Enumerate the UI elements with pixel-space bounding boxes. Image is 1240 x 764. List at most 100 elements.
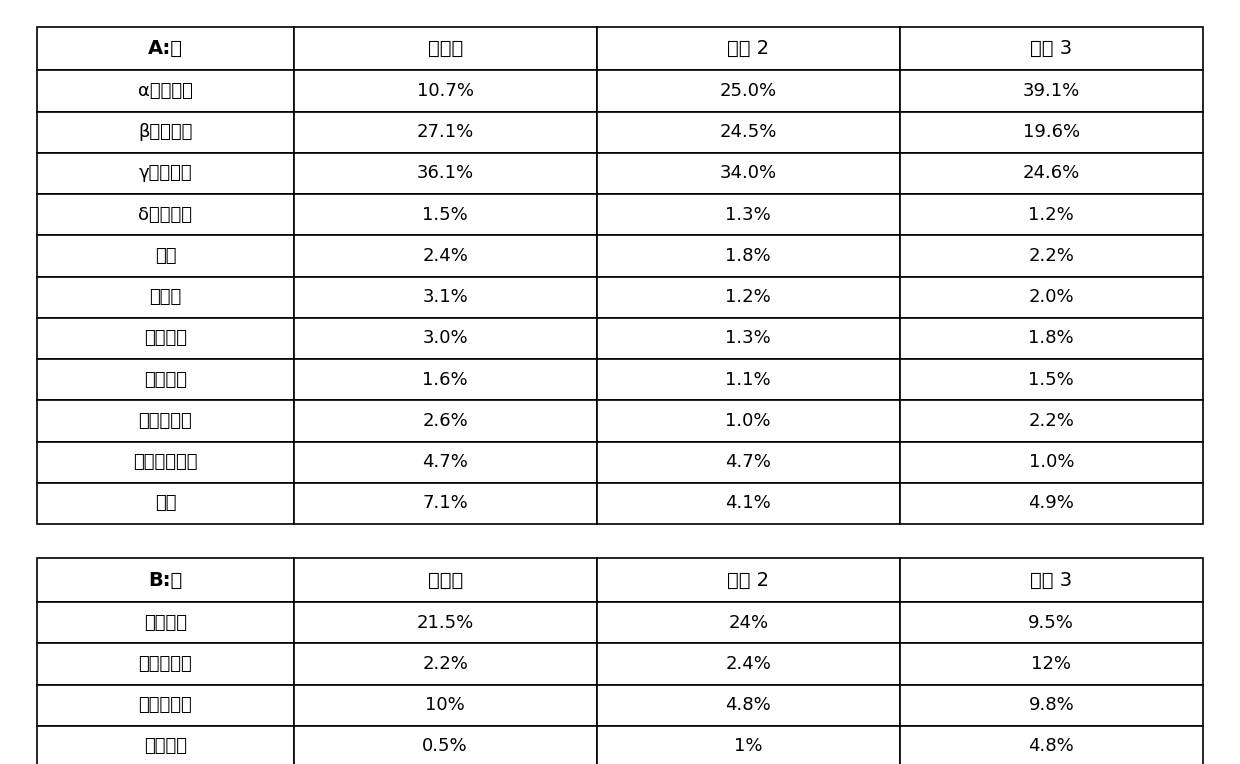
Text: 1.8%: 1.8% <box>725 247 771 265</box>
Text: 24%: 24% <box>728 613 769 632</box>
Text: 4.7%: 4.7% <box>423 453 467 471</box>
Text: 接种源: 接种源 <box>428 39 463 58</box>
Bar <box>596 483 900 524</box>
Bar <box>596 685 900 726</box>
Text: 绻菌: 绻菌 <box>155 247 176 265</box>
Text: α－变形菌: α－变形菌 <box>138 82 193 100</box>
Text: 0.5%: 0.5% <box>423 737 467 756</box>
Bar <box>37 277 294 318</box>
Text: 阶段 2: 阶段 2 <box>727 571 769 590</box>
Bar <box>294 442 596 483</box>
Bar <box>37 558 294 602</box>
Text: 21.5%: 21.5% <box>417 613 474 632</box>
Text: 鲾氨醇杆菌: 鲾氨醇杆菌 <box>139 412 192 430</box>
Text: β－变形菌: β－变形菌 <box>138 123 192 141</box>
Text: 39.1%: 39.1% <box>1023 82 1080 100</box>
Bar <box>294 483 596 524</box>
Bar <box>596 235 900 277</box>
Text: 阶段 3: 阶段 3 <box>1030 571 1073 590</box>
Bar <box>900 400 1203 442</box>
Text: 甲基单胞菌: 甲基单胞菌 <box>139 696 192 714</box>
Text: 2.2%: 2.2% <box>1028 412 1074 430</box>
Bar <box>37 153 294 194</box>
Bar <box>294 112 596 153</box>
Bar <box>294 643 596 685</box>
Bar <box>596 643 900 685</box>
Text: 1.5%: 1.5% <box>1028 371 1074 389</box>
Bar <box>37 643 294 685</box>
Bar <box>900 112 1203 153</box>
Bar <box>294 602 596 643</box>
Bar <box>900 643 1203 685</box>
Text: 1%: 1% <box>734 737 763 756</box>
Bar <box>596 602 900 643</box>
Text: B:属: B:属 <box>149 571 182 590</box>
Bar <box>294 153 596 194</box>
Bar <box>294 70 596 112</box>
Text: 24.5%: 24.5% <box>719 123 777 141</box>
Text: 纤维杆菌: 纤维杆菌 <box>144 329 187 348</box>
Text: 2.4%: 2.4% <box>423 247 467 265</box>
Bar <box>294 277 596 318</box>
Text: 2.4%: 2.4% <box>725 655 771 673</box>
Text: 36.1%: 36.1% <box>417 164 474 183</box>
Text: 1.5%: 1.5% <box>423 206 467 224</box>
Text: 9.8%: 9.8% <box>1028 696 1074 714</box>
Bar <box>37 400 294 442</box>
Bar <box>37 70 294 112</box>
Text: 1.2%: 1.2% <box>725 288 771 306</box>
Bar <box>596 558 900 602</box>
Text: 2.6%: 2.6% <box>423 412 467 430</box>
Text: 3.0%: 3.0% <box>423 329 467 348</box>
Text: 4.8%: 4.8% <box>1028 737 1074 756</box>
Bar <box>37 318 294 359</box>
Bar <box>900 277 1203 318</box>
Bar <box>900 685 1203 726</box>
Bar <box>900 153 1203 194</box>
Bar <box>294 558 596 602</box>
Text: 2.0%: 2.0% <box>1028 288 1074 306</box>
Bar <box>900 483 1203 524</box>
Bar <box>37 359 294 400</box>
Bar <box>37 483 294 524</box>
Text: 4.7%: 4.7% <box>725 453 771 471</box>
Bar <box>294 27 596 70</box>
Bar <box>596 726 900 764</box>
Bar <box>900 558 1203 602</box>
Bar <box>900 27 1203 70</box>
Bar <box>900 359 1203 400</box>
Bar <box>596 442 900 483</box>
Bar <box>294 359 596 400</box>
Text: 1.8%: 1.8% <box>1028 329 1074 348</box>
Text: 4.8%: 4.8% <box>725 696 771 714</box>
Text: 阶段 3: 阶段 3 <box>1030 39 1073 58</box>
Bar <box>900 442 1203 483</box>
Bar <box>294 685 596 726</box>
Bar <box>900 194 1203 235</box>
Text: A:纲: A:纲 <box>148 39 184 58</box>
Text: 9.5%: 9.5% <box>1028 613 1074 632</box>
Text: 1.3%: 1.3% <box>725 206 771 224</box>
Bar <box>294 318 596 359</box>
Bar <box>37 27 294 70</box>
Bar <box>294 194 596 235</box>
Text: 3.1%: 3.1% <box>423 288 467 306</box>
Text: 1.2%: 1.2% <box>1028 206 1074 224</box>
Text: 酸杆菌: 酸杆菌 <box>149 288 181 306</box>
Text: 1.1%: 1.1% <box>725 371 771 389</box>
Text: 其他: 其他 <box>155 494 176 513</box>
Bar <box>294 726 596 764</box>
Bar <box>294 235 596 277</box>
Bar <box>596 359 900 400</box>
Text: 热单胞菌: 热单胞菌 <box>144 613 187 632</box>
Text: 25.0%: 25.0% <box>719 82 776 100</box>
Text: 1.3%: 1.3% <box>725 329 771 348</box>
Bar <box>37 442 294 483</box>
Bar <box>37 685 294 726</box>
Bar <box>596 318 900 359</box>
Text: 2.2%: 2.2% <box>1028 247 1074 265</box>
Bar <box>900 602 1203 643</box>
Bar <box>900 726 1203 764</box>
Text: 1.0%: 1.0% <box>725 412 771 430</box>
Text: 10.7%: 10.7% <box>417 82 474 100</box>
